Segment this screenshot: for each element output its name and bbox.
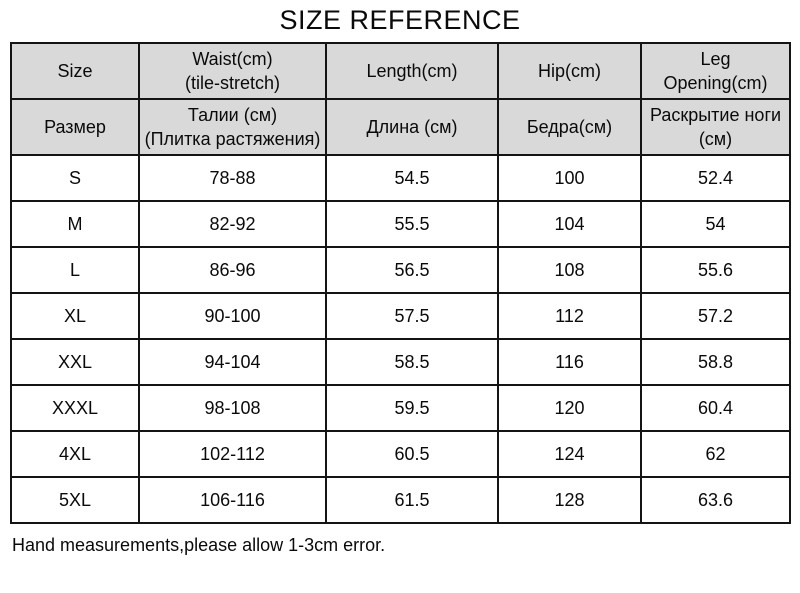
size-cell: M [10,200,140,248]
table-row: XXXL 98-108 59.5 120 60.4 [10,384,791,432]
col-header-waist-en: Waist(cm) (tile-stretch) [138,42,327,100]
col-header-hip-ru: Бедра(см) [497,98,642,156]
col-header-length-ru: Длина (см) [325,98,499,156]
col-header-leg-opening-ru: Раскрытие ноги (см) [640,98,791,156]
waist-cell: 78-88 [138,154,327,202]
leg-opening-cell: 54 [640,200,791,248]
size-cell: L [10,246,140,294]
hip-cell: 120 [497,384,642,432]
length-cell: 56.5 [325,246,499,294]
size-cell: XL [10,292,140,340]
waist-cell: 86-96 [138,246,327,294]
length-cell: 58.5 [325,338,499,386]
size-cell: S [10,154,140,202]
col-header-size-en: Size [10,42,140,100]
col-header-length-en: Length(cm) [325,42,499,100]
table-row: 5XL 106-116 61.5 128 63.6 [10,476,791,524]
hip-cell: 116 [497,338,642,386]
col-header-size-ru: Размер [10,98,140,156]
leg-opening-cell: 57.2 [640,292,791,340]
table-row: M 82-92 55.5 104 54 [10,200,791,248]
header-row-ru: Размер Талии (см) (Плитка растяжения) Дл… [10,98,791,156]
length-cell: 61.5 [325,476,499,524]
leg-opening-cell: 58.8 [640,338,791,386]
length-cell: 54.5 [325,154,499,202]
leg-opening-cell: 60.4 [640,384,791,432]
hip-cell: 100 [497,154,642,202]
col-header-leg-opening-en: Leg Opening(cm) [640,42,791,100]
table-row: 4XL 102-112 60.5 124 62 [10,430,791,478]
col-header-waist-ru: Талии (см) (Плитка растяжения) [138,98,327,156]
waist-cell: 82-92 [138,200,327,248]
size-cell: XXL [10,338,140,386]
table-row: L 86-96 56.5 108 55.6 [10,246,791,294]
header-row-en: Size Waist(cm) (tile-stretch) Length(cm)… [10,42,791,100]
waist-cell: 94-104 [138,338,327,386]
size-cell: 4XL [10,430,140,478]
hip-cell: 104 [497,200,642,248]
table-row: XL 90-100 57.5 112 57.2 [10,292,791,340]
leg-opening-cell: 52.4 [640,154,791,202]
size-cell: XXXL [10,384,140,432]
table-row: XXL 94-104 58.5 116 58.8 [10,338,791,386]
hip-cell: 124 [497,430,642,478]
waist-cell: 102-112 [138,430,327,478]
col-header-hip-en: Hip(cm) [497,42,642,100]
table-body: S 78-88 54.5 100 52.4 M 82-92 55.5 104 5… [10,154,791,524]
hip-cell: 108 [497,246,642,294]
leg-opening-cell: 62 [640,430,791,478]
length-cell: 60.5 [325,430,499,478]
table-row: S 78-88 54.5 100 52.4 [10,154,791,202]
waist-cell: 98-108 [138,384,327,432]
leg-opening-cell: 55.6 [640,246,791,294]
hip-cell: 128 [497,476,642,524]
length-cell: 57.5 [325,292,499,340]
size-reference-table: Size Waist(cm) (tile-stretch) Length(cm)… [10,42,791,524]
waist-cell: 106-116 [138,476,327,524]
length-cell: 55.5 [325,200,499,248]
length-cell: 59.5 [325,384,499,432]
page-title: SIZE REFERENCE [279,5,521,35]
size-cell: 5XL [10,476,140,524]
table-header: Size Waist(cm) (tile-stretch) Length(cm)… [10,42,791,156]
waist-cell: 90-100 [138,292,327,340]
leg-opening-cell: 63.6 [640,476,791,524]
measurement-note: Hand measurements,please allow 1-3cm err… [12,535,386,555]
hip-cell: 112 [497,292,642,340]
